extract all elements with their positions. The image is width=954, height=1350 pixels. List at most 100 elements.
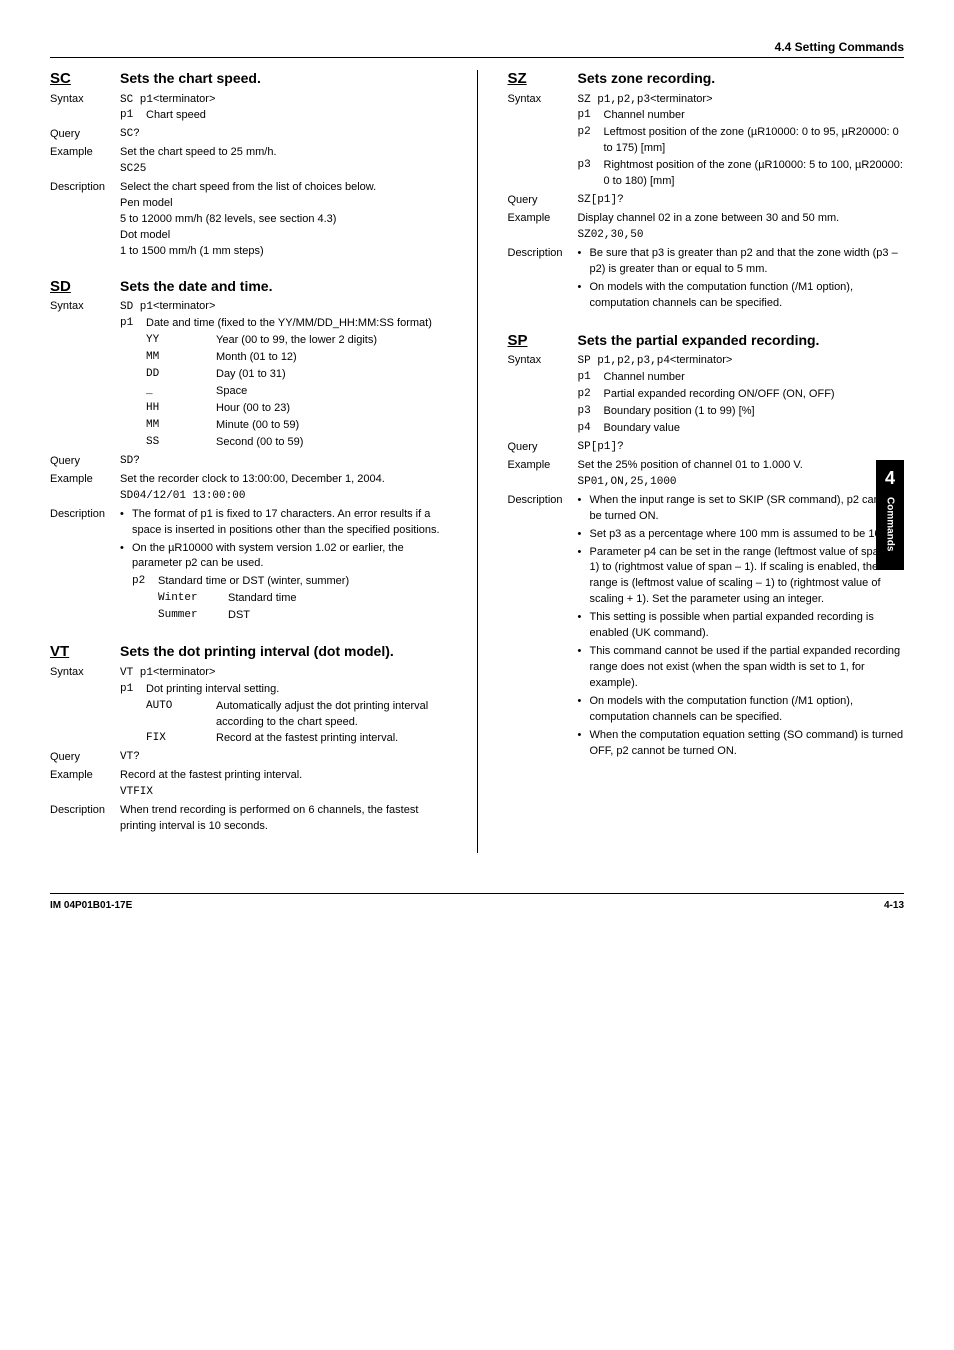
- sp-b4: This setting is possible when partial ex…: [590, 610, 905, 642]
- desc-label: Description: [50, 180, 120, 260]
- example-label: Example: [508, 211, 578, 244]
- sc-code: SC: [50, 70, 120, 87]
- syntax-label: Syntax: [50, 665, 120, 749]
- p2-txt: Standard time or DST (winter, summer): [158, 574, 447, 590]
- cmd-sp: SP Sets the partial expanded recording. …: [508, 332, 905, 762]
- bullet-icon: •: [578, 545, 590, 609]
- p2: p2: [578, 387, 604, 403]
- cmd-sc: SC Sets the chart speed. Syntax SC p1<te…: [50, 70, 447, 260]
- sc-d3: 5 to 12000 mm/h (82 levels, see section …: [120, 212, 447, 228]
- p2-txt: Partial expanded recording ON/OFF (ON, O…: [604, 387, 905, 403]
- p3-txt: Rightmost position of the zone (µR10000:…: [604, 158, 905, 190]
- sp-b3: Parameter p4 can be set in the range (le…: [590, 545, 905, 609]
- mm: MM: [146, 350, 216, 366]
- sd-ex-code: SD04/12/01 13:00:00: [120, 490, 245, 502]
- example-label: Example: [508, 458, 578, 491]
- vt-syntax: VT p1: [120, 667, 153, 679]
- auto: AUTO: [146, 699, 216, 731]
- p1-txt: Chart speed: [146, 108, 447, 124]
- ss: SS: [146, 435, 216, 451]
- sd-syntax: SD p1: [120, 301, 153, 313]
- auto-t: Automatically adjust the dot printing in…: [216, 699, 447, 731]
- sp-b1: When the input range is set to SKIP (SR …: [590, 493, 905, 525]
- bullet-icon: •: [578, 728, 590, 760]
- bullet-icon: •: [578, 280, 590, 312]
- sc-d5: 1 to 1500 mm/h (1 mm steps): [120, 244, 447, 260]
- sp-b2: Set p3 as a percentage where 100 mm is a…: [590, 527, 905, 543]
- column-divider: [477, 70, 478, 853]
- p3: p3: [578, 158, 604, 190]
- tab-number: 4: [885, 468, 895, 489]
- p1-txt: Channel number: [604, 108, 905, 124]
- sd-query: SD?: [120, 454, 447, 470]
- sz-b1: Be sure that p3 is greater than p2 and t…: [590, 246, 905, 278]
- sz-b2: On models with the computation function …: [590, 280, 905, 312]
- sz-title: Sets zone recording.: [578, 70, 716, 88]
- fix: FIX: [146, 731, 216, 747]
- sz-code: SZ: [508, 70, 578, 87]
- sd-b2: On the µR10000 with system version 1.02 …: [132, 541, 447, 573]
- p1: p1: [120, 682, 146, 698]
- vt-title: Sets the dot printing interval (dot mode…: [120, 643, 394, 661]
- sd-code: SD: [50, 278, 120, 295]
- example-label: Example: [50, 472, 120, 505]
- syntax-label: Syntax: [50, 299, 120, 451]
- p3: p3: [578, 404, 604, 420]
- left-column: SC Sets the chart speed. Syntax SC p1<te…: [50, 70, 447, 853]
- desc-label: Description: [508, 493, 578, 762]
- winter-t: Standard time: [228, 591, 447, 607]
- sp-ex-txt: Set the 25% position of channel 01 to 1.…: [578, 459, 803, 471]
- p4: p4: [578, 421, 604, 437]
- p2: p2: [132, 574, 158, 590]
- query-label: Query: [50, 750, 120, 766]
- p2-txt: Leftmost position of the zone (µR10000: …: [604, 125, 905, 157]
- cmd-vt: VT Sets the dot printing interval (dot m…: [50, 643, 447, 835]
- us-t: Space: [216, 384, 447, 400]
- footer-left: IM 04P01B01-17E: [50, 900, 132, 911]
- p1-txt: Channel number: [604, 370, 905, 386]
- dd: DD: [146, 367, 216, 383]
- sp-b6: On models with the computation function …: [590, 694, 905, 726]
- p1: p1: [120, 316, 146, 332]
- mm-t: Month (01 to 12): [216, 350, 447, 366]
- p3-txt: Boundary position (1 to 99) [%]: [604, 404, 905, 420]
- summer-t: DST: [228, 608, 447, 624]
- vt-desc: When trend recording is performed on 6 c…: [120, 803, 447, 835]
- sc-d1: Select the chart speed from the list of …: [120, 180, 447, 196]
- bullet-icon: •: [578, 610, 590, 642]
- hh: HH: [146, 401, 216, 417]
- fix-t: Record at the fastest printing interval.: [216, 731, 447, 747]
- query-label: Query: [50, 127, 120, 143]
- yy-t: Year (00 to 99, the lower 2 digits): [216, 333, 447, 349]
- p1: p1: [578, 108, 604, 124]
- sd-ex-txt: Set the recorder clock to 13:00:00, Dece…: [120, 473, 385, 485]
- vt-ex-code: VTFIX: [120, 786, 153, 798]
- example-label: Example: [50, 145, 120, 178]
- mn-t: Minute (00 to 59): [216, 418, 447, 434]
- sc-ex-code: SC25: [120, 163, 146, 175]
- sp-query: SP[p1]?: [578, 440, 905, 456]
- side-tab: 4 Commands: [876, 460, 904, 570]
- ss-t: Second (00 to 59): [216, 435, 447, 451]
- vt-ex-txt: Record at the fastest printing interval.: [120, 769, 302, 781]
- sc-title: Sets the chart speed.: [120, 70, 261, 88]
- right-column: SZ Sets zone recording. Syntax SZ p1,p2,…: [508, 70, 905, 853]
- sc-d4: Dot model: [120, 228, 447, 244]
- sp-ex-code: SP01,ON,25,1000: [578, 476, 677, 488]
- yy: YY: [146, 333, 216, 349]
- sc-ex-txt: Set the chart speed to 25 mm/h.: [120, 146, 277, 158]
- us: _: [146, 384, 216, 400]
- bullet-icon: •: [578, 694, 590, 726]
- sp-b7: When the computation equation setting (S…: [590, 728, 905, 760]
- cmd-sz: SZ Sets zone recording. Syntax SZ p1,p2,…: [508, 70, 905, 314]
- hh-t: Hour (00 to 23): [216, 401, 447, 417]
- sz-syntax: SZ p1,p2,p3: [578, 94, 651, 106]
- p1: p1: [120, 108, 146, 124]
- section-header: 4.4 Setting Commands: [50, 40, 904, 58]
- bullet-icon: •: [578, 493, 590, 525]
- sp-code: SP: [508, 332, 578, 349]
- syntax-label: Syntax: [508, 92, 578, 192]
- page-footer: IM 04P01B01-17E 4-13: [50, 893, 904, 911]
- query-label: Query: [508, 440, 578, 456]
- cmd-sd: SD Sets the date and time. Syntax SD p1<…: [50, 278, 447, 625]
